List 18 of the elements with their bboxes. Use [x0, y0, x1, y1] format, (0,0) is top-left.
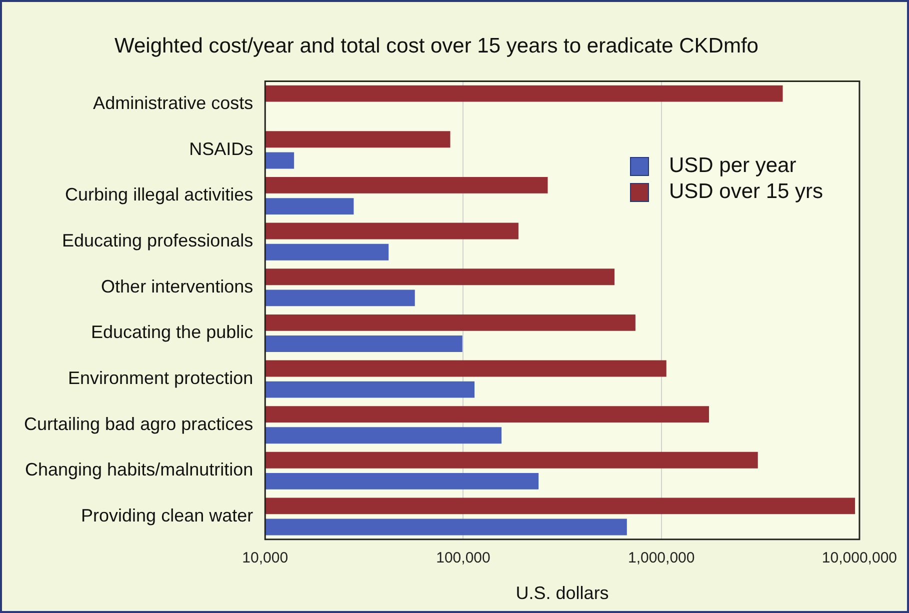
- y-tick-label: Changing habits/malnutrition: [24, 460, 254, 480]
- y-tick-label: Other interventions: [101, 276, 254, 296]
- chart-title: Weighted cost/year and total cost over 15 years to eradicate CKDmfo: [114, 34, 758, 58]
- y-tick-label: NSAIDs: [189, 138, 254, 159]
- x-tick-label: 10,000,000: [822, 550, 897, 567]
- y-tick-label: Curtailing bad agro practices: [24, 414, 254, 434]
- y-tick-label: Educating the public: [90, 322, 254, 342]
- y-tick-label: Providing clean water: [81, 505, 254, 526]
- y-tick-label: Environment protection: [68, 368, 254, 388]
- y-tick-label: Curbing illegal activities: [65, 184, 254, 205]
- x-tick-label: 10,000: [242, 550, 288, 567]
- x-tick-label: 100,000: [436, 550, 490, 567]
- x-axis-title: U.S. dollars: [516, 583, 609, 604]
- y-tick-label: Administrative costs: [93, 93, 254, 114]
- y-tick-label: Educating professionals: [62, 230, 254, 251]
- legend-label: USD over 15 yrs: [669, 180, 824, 204]
- x-tick-label: 1,000,000: [628, 550, 695, 567]
- legend-label: USD per year: [669, 154, 796, 178]
